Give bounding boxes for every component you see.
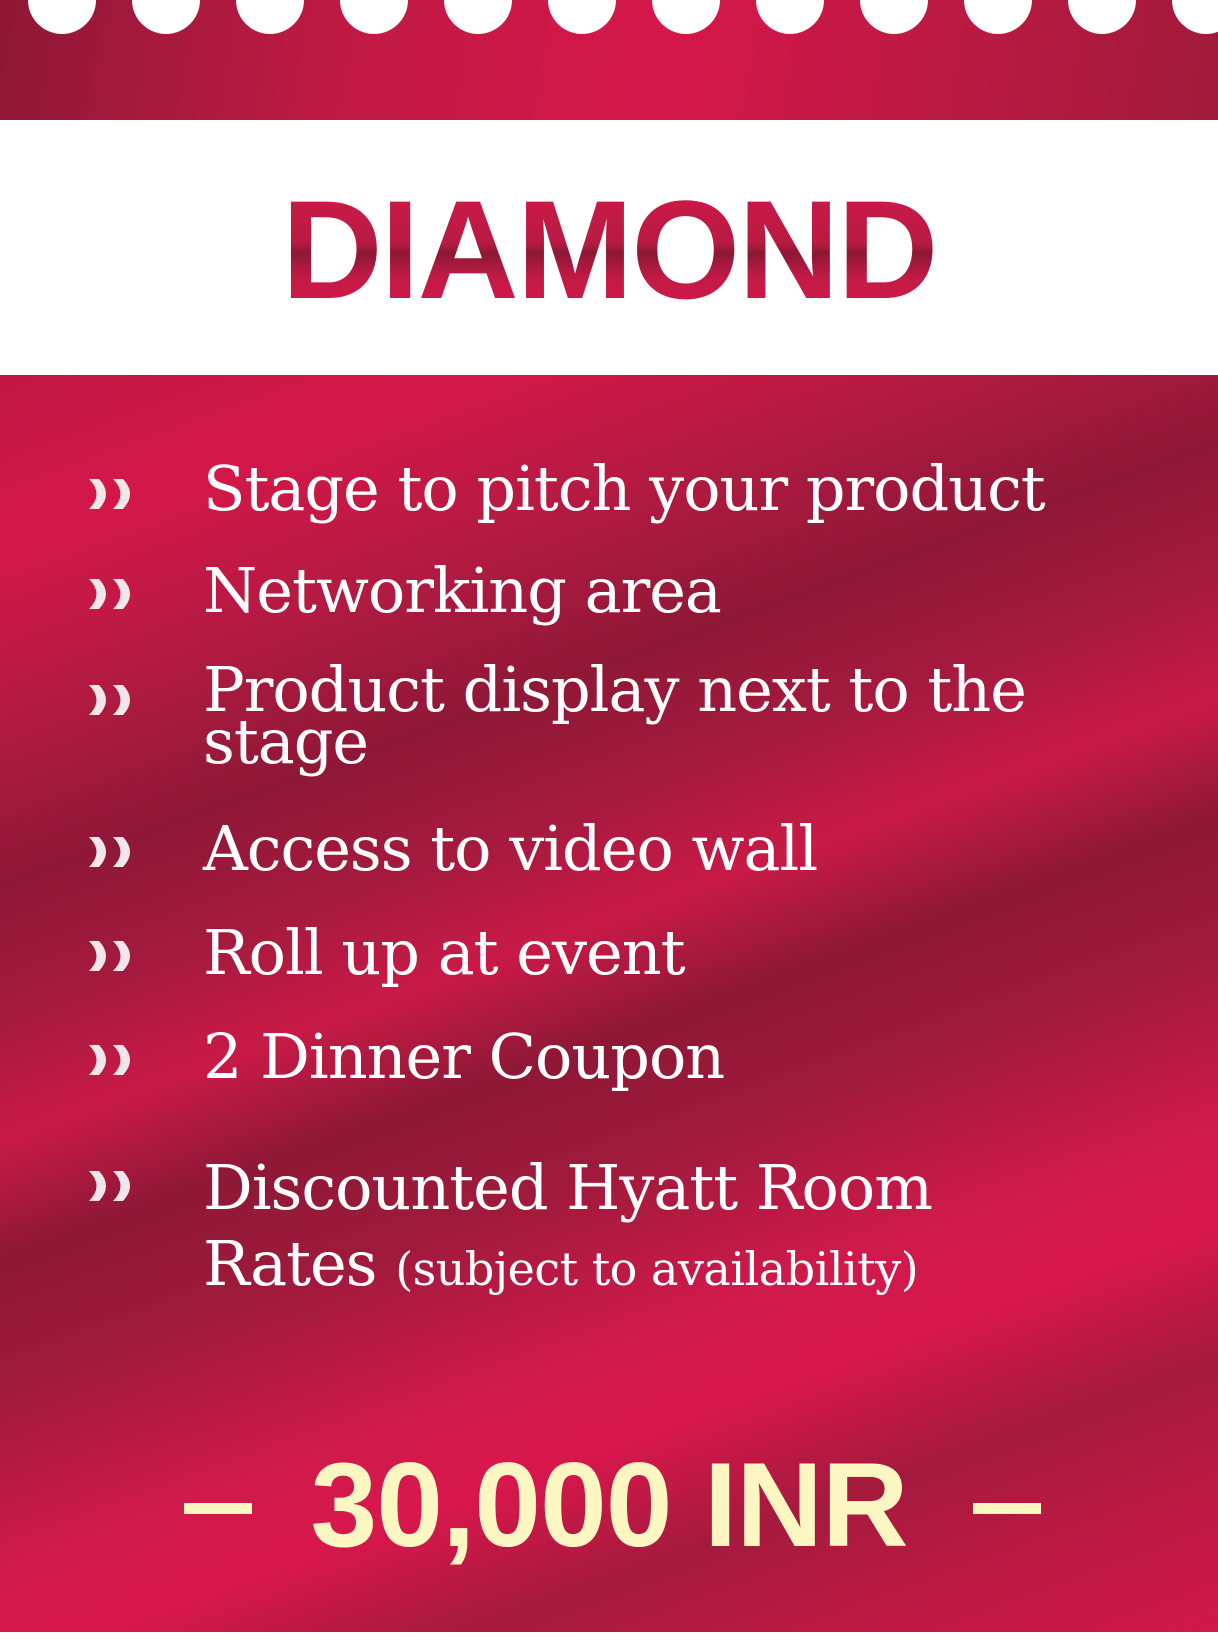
- price-dash-left: [184, 1503, 252, 1514]
- double-chevron-right-icon: [89, 579, 130, 609]
- price-row: 30,000 INR: [0, 1445, 1218, 1565]
- double-chevron-right-icon: [89, 1171, 130, 1201]
- double-chevron-right-icon: [89, 1045, 130, 1075]
- double-chevron-right-icon: [89, 837, 130, 867]
- double-chevron-right-icon: [89, 685, 130, 715]
- price: 30,000 INR: [310, 1438, 908, 1572]
- feature-note: (subject to availability): [395, 1242, 919, 1296]
- feature-text: Roll up at event: [203, 916, 686, 989]
- feature-text: 2 Dinner Coupon: [203, 1020, 725, 1093]
- feature-text: Access to video wall: [203, 812, 818, 885]
- feature-item: Roll up at event: [0, 922, 1218, 1012]
- double-chevron-right-icon: [89, 941, 130, 971]
- double-chevron-right-icon: [89, 479, 130, 509]
- feature-item: Access to video wall: [0, 818, 1218, 908]
- feature-text-rates: Rates: [203, 1227, 377, 1300]
- feature-text: Product display next to the stage: [203, 653, 1027, 778]
- feature-item: Product display next to the stage: [0, 653, 1218, 784]
- feature-text: Stage to pitch your product: [203, 452, 1046, 525]
- title-area: DIAMOND: [0, 120, 1218, 375]
- features-panel: [0, 375, 1218, 1632]
- feature-text: Networking area: [203, 554, 722, 627]
- feature-item: Stage to pitch your product: [0, 458, 1218, 548]
- feature-text-line: stage: [203, 705, 369, 778]
- feature-item: 2 Dinner Coupon: [0, 1026, 1218, 1116]
- price-dash-right: [973, 1503, 1041, 1514]
- header-band: [0, 0, 1218, 120]
- feature-text: Discounted Hyatt Room Rates (subject to …: [203, 1150, 933, 1307]
- package-title: DIAMOND: [0, 180, 1218, 320]
- feature-item: Networking area: [0, 560, 1218, 650]
- feature-text-line: Rates (subject to availability): [203, 1226, 932, 1307]
- feature-text-line: Product display next to the: [203, 653, 1027, 726]
- feature-item: Discounted Hyatt Room Rates (subject to …: [0, 1150, 1218, 1300]
- scalloped-edge: [28, 0, 1218, 34]
- feature-text-line: Discounted Hyatt Room: [203, 1151, 933, 1224]
